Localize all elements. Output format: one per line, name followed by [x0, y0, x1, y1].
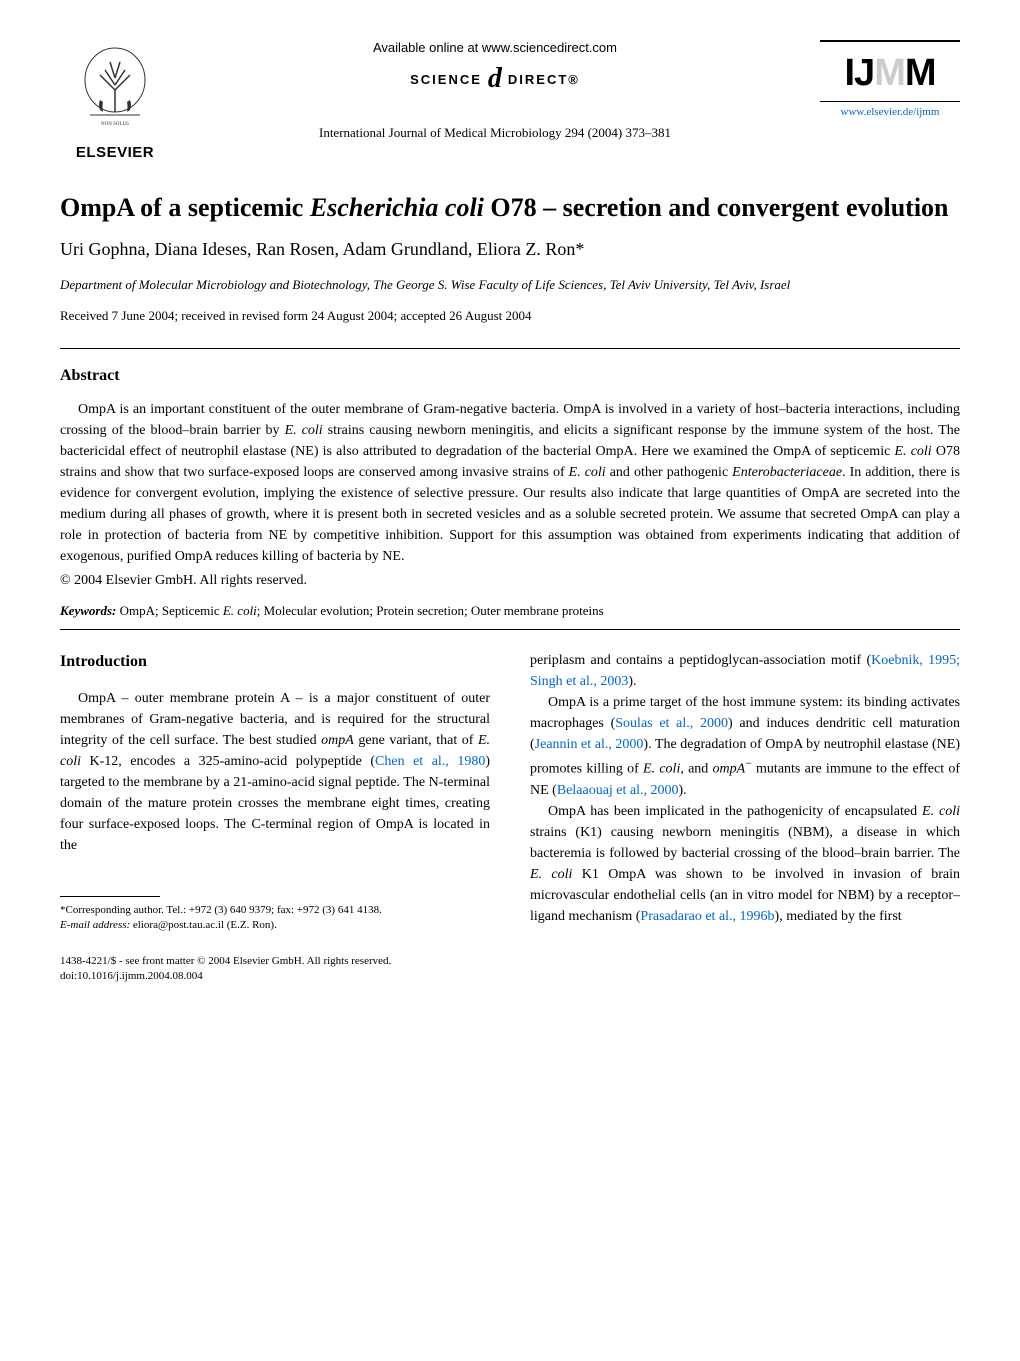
email-label: E-mail address:	[60, 919, 130, 931]
left-column: Introduction OmpA – outer membrane prote…	[60, 650, 490, 985]
citation-link[interactable]: Prasadarao et al., 1996b	[640, 909, 774, 924]
affiliation: Department of Molecular Microbiology and…	[60, 276, 960, 294]
citation-link[interactable]: Belaaouaj et al., 2000	[557, 783, 679, 798]
intro-paragraph-3: OmpA has been implicated in the pathogen…	[530, 801, 960, 927]
center-header: Available online at www.sciencedirect.co…	[170, 40, 820, 141]
journal-citation: International Journal of Medical Microbi…	[190, 125, 800, 141]
citation-link[interactable]: Jeannin et al., 2000	[535, 737, 644, 752]
two-column-body: Introduction OmpA – outer membrane prote…	[60, 650, 960, 985]
article-dates: Received 7 June 2004; received in revise…	[60, 308, 960, 324]
elsevier-logo: NON SOLUS ELSEVIER	[60, 40, 170, 161]
divider	[60, 348, 960, 349]
bottom-info: 1438-4221/$ - see front matter © 2004 El…	[60, 954, 490, 985]
ijmm-text: IJMM	[820, 52, 960, 95]
doi-line: doi:10.1016/j.ijmm.2004.08.004	[60, 969, 490, 984]
issn-line: 1438-4221/$ - see front matter © 2004 El…	[60, 954, 490, 969]
ijmm-logo: IJMM www.elsevier.de/ijmm	[820, 40, 960, 118]
keywords-label: Keywords:	[60, 603, 116, 618]
ijmm-url[interactable]: www.elsevier.de/ijmm	[820, 101, 960, 118]
elsevier-tree-icon: NON SOLUS	[70, 40, 160, 140]
intro-continuation: periplasm and contains a peptidoglycan-a…	[530, 650, 960, 692]
corresponding-footnote: *Corresponding author. Tel.: +972 (3) 64…	[60, 903, 490, 918]
title-species: Escherichia coli	[310, 193, 484, 222]
sd-direct-text: DIRECT®	[508, 72, 580, 87]
intro-paragraph-1: OmpA – outer membrane protein A – is a m…	[60, 688, 490, 856]
elsevier-label: ELSEVIER	[76, 144, 154, 161]
svg-text:NON SOLUS: NON SOLUS	[101, 122, 129, 127]
footnote-separator	[60, 896, 160, 897]
sd-d-icon: d	[488, 63, 502, 95]
email-value: eliora@post.tau.ac.il (E.Z. Ron).	[130, 919, 277, 931]
citation-link[interactable]: Chen et al., 1980	[375, 754, 485, 769]
title-part2: O78 – secretion and convergent evolution	[484, 193, 949, 222]
sd-science-text: SCIENCE	[410, 72, 482, 87]
page-header: NON SOLUS ELSEVIER Available online at w…	[60, 40, 960, 161]
available-online-text: Available online at www.sciencedirect.co…	[190, 40, 800, 55]
authors: Uri Gophna, Diana Ideses, Ran Rosen, Ada…	[60, 239, 960, 260]
divider	[60, 629, 960, 630]
keywords-line: Keywords: OmpA; Septicemic E. coli; Mole…	[60, 603, 960, 619]
abstract-paragraph: OmpA is an important constituent of the …	[60, 399, 960, 567]
introduction-heading: Introduction	[60, 650, 490, 674]
right-column: periplasm and contains a peptidoglycan-a…	[530, 650, 960, 985]
title-part1: OmpA of a septicemic	[60, 193, 310, 222]
abstract-heading: Abstract	[60, 367, 960, 385]
intro-paragraph-2: OmpA is a prime target of the host immun…	[530, 692, 960, 801]
sciencedirect-logo: SCIENCE d DIRECT®	[190, 63, 800, 95]
citation-link[interactable]: Soulas et al., 2000	[615, 716, 728, 731]
copyright-line: © 2004 Elsevier GmbH. All rights reserve…	[60, 573, 960, 589]
article-title: OmpA of a septicemic Escherichia coli O7…	[60, 191, 960, 225]
email-footnote: E-mail address: eliora@post.tau.ac.il (E…	[60, 918, 490, 933]
